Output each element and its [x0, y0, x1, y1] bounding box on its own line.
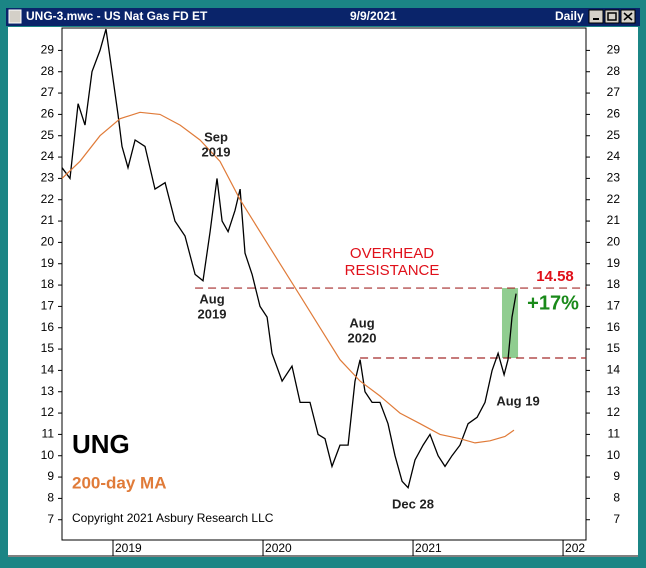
y-tick-label: 24 [41, 149, 55, 163]
y-tick-label: 28 [607, 64, 621, 78]
y-tick-label: 20 [607, 235, 621, 249]
y-tick-label: 17 [41, 299, 55, 313]
y-tick-label: 9 [47, 469, 54, 483]
annotation: 2020 [348, 330, 377, 345]
y-tick-label: 21 [607, 213, 621, 227]
y-tick-label: 10 [41, 448, 55, 462]
y-tick-label: 11 [608, 427, 621, 441]
y-tick-label: 26 [41, 107, 55, 121]
y-tick-label: 9 [613, 469, 620, 483]
legend-label: UNG [72, 429, 130, 459]
annotation: Aug [199, 291, 224, 306]
maximize-glyph [607, 12, 617, 21]
y-tick-label: 14 [607, 363, 621, 377]
app-icon [8, 9, 22, 24]
minimize-button[interactable] [588, 9, 604, 24]
maximize-button[interactable] [604, 9, 620, 24]
y-tick-label: 7 [47, 512, 54, 526]
y-tick-label: 18 [41, 277, 55, 291]
y-tick-label: 25 [607, 128, 621, 142]
y-tick-label: 10 [607, 448, 621, 462]
x-tick-label: 202 [565, 541, 585, 555]
y-tick-label: 24 [607, 149, 621, 163]
y-tick-label: 8 [613, 491, 620, 505]
y-tick-label: 12 [41, 405, 55, 419]
window-date: 9/9/2021 [350, 9, 397, 23]
y-tick-label: 14 [41, 363, 55, 377]
annotation: 2019 [198, 306, 227, 321]
y-tick-label: 23 [41, 171, 55, 185]
y-tick-label: 12 [607, 405, 621, 419]
y-tick-label: 13 [41, 384, 55, 398]
annotation: +17% [527, 292, 579, 314]
window-title: UNG-3.mwc - US Nat Gas FD ET [26, 9, 208, 23]
y-tick-label: 8 [47, 491, 54, 505]
y-tick-label: 19 [41, 256, 55, 270]
y-tick-label: 18 [607, 277, 621, 291]
price-line [61, 28, 517, 490]
y-tick-label: 15 [607, 341, 621, 355]
x-tick-label: 2020 [265, 541, 292, 555]
y-tick-label: 28 [41, 64, 55, 78]
y-tick-label: 27 [41, 85, 55, 99]
y-tick-label: 15 [41, 341, 55, 355]
y-tick-label: 22 [607, 192, 621, 206]
y-tick-label: 26 [607, 107, 621, 121]
x-tick-label: 2019 [115, 541, 142, 555]
annotation: Aug 19 [496, 393, 539, 408]
resistance-label: 14.58 [536, 268, 574, 285]
y-tick-label: 17 [607, 299, 621, 313]
annotation: 2019 [202, 144, 231, 159]
y-tick-label: 16 [41, 320, 55, 334]
x-tick-label: 2021 [415, 541, 442, 555]
close-glyph [623, 12, 633, 21]
title-bar [6, 8, 640, 26]
y-tick-label: 23 [607, 171, 621, 185]
window-interval: Daily [555, 9, 584, 23]
y-tick-label: 29 [607, 43, 621, 57]
annotation: Sep [204, 129, 228, 144]
annotation: RESISTANCE [345, 262, 440, 279]
y-tick-label: 29 [41, 43, 55, 57]
annotation: Copyright 2021 Asbury Research LLC [72, 511, 274, 525]
plot-area [61, 27, 587, 541]
ma-line [61, 111, 515, 444]
y-tick-label: 27 [607, 85, 621, 99]
y-tick-label: 21 [41, 213, 55, 227]
legend-label: 200-day MA [72, 473, 166, 492]
y-tick-label: 19 [607, 256, 621, 270]
y-tick-label: 20 [41, 235, 55, 249]
y-tick-label: 7 [613, 512, 620, 526]
y-tick-label: 22 [41, 192, 55, 206]
annotation: Aug [349, 315, 374, 330]
y-tick-label: 25 [41, 128, 55, 142]
annotation: OVERHEAD [350, 245, 434, 262]
y-tick-label: 16 [607, 320, 621, 334]
y-tick-label: 11 [42, 427, 55, 441]
annotation: Dec 28 [392, 496, 434, 511]
y-tick-label: 13 [607, 384, 621, 398]
